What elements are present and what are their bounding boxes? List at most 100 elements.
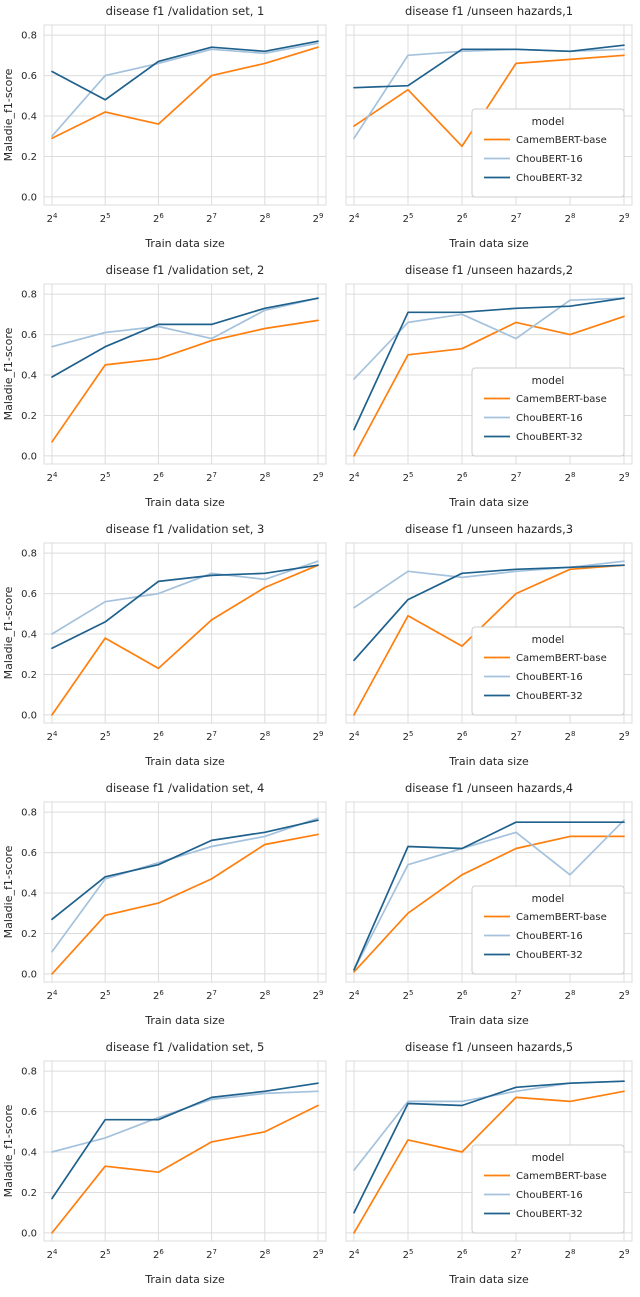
svg-text:0.8: 0.8 (21, 31, 37, 42)
svg-text:28: 28 (565, 989, 576, 1002)
svg-text:29: 29 (313, 1248, 324, 1261)
svg-text:model: model (532, 1152, 565, 1164)
svg-text:Train data size: Train data size (448, 755, 529, 768)
svg-text:CamemBERT-base: CamemBERT-base (516, 912, 607, 923)
svg-text:Maladie_f1-score: Maladie_f1-score (2, 586, 15, 679)
svg-text:Maladie_f1-score: Maladie_f1-score (2, 327, 15, 420)
svg-text:27: 27 (206, 989, 217, 1002)
svg-text:29: 29 (313, 212, 324, 225)
svg-text:ChouBERT-32: ChouBERT-32 (516, 1209, 583, 1220)
svg-text:25: 25 (403, 989, 414, 1002)
svg-text:28: 28 (259, 730, 270, 743)
unseen-hazards-2-chart: disease f1 /unseen hazards,2 24 25 26 27 28 29… (345, 263, 633, 509)
svg-text:24: 24 (349, 1248, 360, 1261)
svg-text:29: 29 (619, 730, 630, 743)
svg-text:27: 27 (511, 730, 522, 743)
svg-text:26: 26 (153, 730, 164, 743)
svg-text:24: 24 (47, 1248, 58, 1261)
svg-text:0.2: 0.2 (21, 929, 37, 940)
svg-text:27: 27 (206, 471, 217, 484)
svg-text:0.0: 0.0 (21, 192, 37, 203)
svg-text:ChouBERT-16: ChouBERT-16 (516, 413, 583, 424)
svg-text:27: 27 (511, 989, 522, 1002)
svg-text:ChouBERT-16: ChouBERT-16 (516, 672, 583, 683)
svg-text:Train data size: Train data size (448, 1014, 529, 1027)
unseen-hazards-4-chart: disease f1 /unseen hazards,4 24 25 26 27 28 29… (345, 781, 633, 1027)
validation-set-1-chart: disease f1 /validation set, 1 24 25 26 27 28 2… (2, 4, 327, 250)
svg-text:27: 27 (511, 471, 522, 484)
svg-text:26: 26 (153, 212, 164, 225)
svg-text:Train data size: Train data size (144, 237, 225, 250)
svg-text:ChouBERT-32: ChouBERT-32 (516, 432, 583, 443)
svg-text:25: 25 (100, 212, 111, 225)
svg-text:0.4: 0.4 (21, 1148, 37, 1159)
svg-text:0.8: 0.8 (21, 549, 37, 560)
svg-text:disease f1 /validation set, 1: disease f1 /validation set, 1 (106, 4, 265, 18)
svg-text:0.6: 0.6 (21, 330, 37, 341)
svg-text:25: 25 (403, 730, 414, 743)
svg-text:Train data size: Train data size (144, 496, 225, 509)
svg-text:0.6: 0.6 (21, 71, 37, 82)
svg-text:CamemBERT-base: CamemBERT-base (516, 1171, 607, 1182)
svg-text:25: 25 (403, 471, 414, 484)
svg-text:0.6: 0.6 (21, 1107, 37, 1118)
svg-text:ChouBERT-16: ChouBERT-16 (516, 154, 583, 165)
svg-text:disease f1 /unseen hazards,5: disease f1 /unseen hazards,5 (405, 1040, 573, 1054)
svg-text:Maladie_f1-score: Maladie_f1-score (2, 1104, 15, 1197)
svg-text:CamemBERT-base: CamemBERT-base (516, 653, 607, 664)
svg-text:26: 26 (153, 1248, 164, 1261)
svg-text:disease f1 /validation set, 2: disease f1 /validation set, 2 (106, 263, 265, 277)
svg-text:26: 26 (457, 1248, 468, 1261)
svg-text:disease f1 /unseen hazards,1: disease f1 /unseen hazards,1 (405, 4, 573, 18)
svg-text:CamemBERT-base: CamemBERT-base (516, 135, 607, 146)
svg-text:CamemBERT-base: CamemBERT-base (516, 394, 607, 405)
svg-text:28: 28 (259, 471, 270, 484)
svg-text:0.0: 0.0 (21, 969, 37, 980)
svg-text:28: 28 (565, 471, 576, 484)
svg-text:27: 27 (206, 1248, 217, 1261)
svg-text:29: 29 (313, 989, 324, 1002)
svg-text:24: 24 (349, 989, 360, 1002)
svg-text:0.0: 0.0 (21, 1228, 37, 1239)
svg-text:ChouBERT-32: ChouBERT-32 (516, 950, 583, 961)
svg-text:27: 27 (206, 212, 217, 225)
svg-text:24: 24 (47, 212, 58, 225)
svg-text:25: 25 (100, 730, 111, 743)
svg-text:0.4: 0.4 (21, 889, 37, 900)
validation-set-5-chart: disease f1 /validation set, 5 24 25 26 27 28 2… (2, 1040, 327, 1286)
svg-text:24: 24 (47, 989, 58, 1002)
unseen-hazards-5-chart: disease f1 /unseen hazards,5 24 25 26 27 28 29… (345, 1040, 633, 1286)
svg-text:disease f1 /validation set, 3: disease f1 /validation set, 3 (106, 522, 265, 536)
svg-text:0.0: 0.0 (21, 710, 37, 721)
svg-text:ChouBERT-32: ChouBERT-32 (516, 173, 583, 184)
svg-text:28: 28 (259, 989, 270, 1002)
svg-text:disease f1 /unseen hazards,4: disease f1 /unseen hazards,4 (405, 781, 573, 795)
svg-text:0.6: 0.6 (21, 848, 37, 859)
svg-text:0.6: 0.6 (21, 589, 37, 600)
unseen-hazards-1-chart: disease f1 /unseen hazards,1 24 25 26 27 28 29… (345, 4, 633, 250)
svg-text:disease f1 /unseen hazards,3: disease f1 /unseen hazards,3 (405, 522, 573, 536)
svg-text:ChouBERT-16: ChouBERT-16 (516, 931, 583, 942)
unseen-hazards-3-chart: disease f1 /unseen hazards,3 24 25 26 27 28 29… (345, 522, 633, 768)
svg-text:ChouBERT-16: ChouBERT-16 (516, 1190, 583, 1201)
svg-text:model: model (532, 634, 565, 646)
svg-text:26: 26 (153, 989, 164, 1002)
svg-text:25: 25 (403, 212, 414, 225)
svg-text:Train data size: Train data size (144, 1273, 225, 1286)
svg-text:24: 24 (47, 471, 58, 484)
svg-text:0.2: 0.2 (21, 411, 37, 422)
validation-set-3-chart: disease f1 /validation set, 3 24 25 26 27 28 2… (2, 522, 327, 768)
svg-text:0.2: 0.2 (21, 152, 37, 163)
svg-text:24: 24 (349, 212, 360, 225)
svg-text:27: 27 (511, 1248, 522, 1261)
svg-text:0.4: 0.4 (21, 112, 37, 123)
svg-text:27: 27 (511, 212, 522, 225)
svg-text:24: 24 (349, 471, 360, 484)
svg-text:28: 28 (565, 730, 576, 743)
svg-text:disease f1 /validation set, 5: disease f1 /validation set, 5 (106, 1040, 265, 1054)
svg-text:29: 29 (313, 471, 324, 484)
svg-text:0.8: 0.8 (21, 1067, 37, 1078)
svg-text:29: 29 (619, 1248, 630, 1261)
svg-text:28: 28 (259, 212, 270, 225)
